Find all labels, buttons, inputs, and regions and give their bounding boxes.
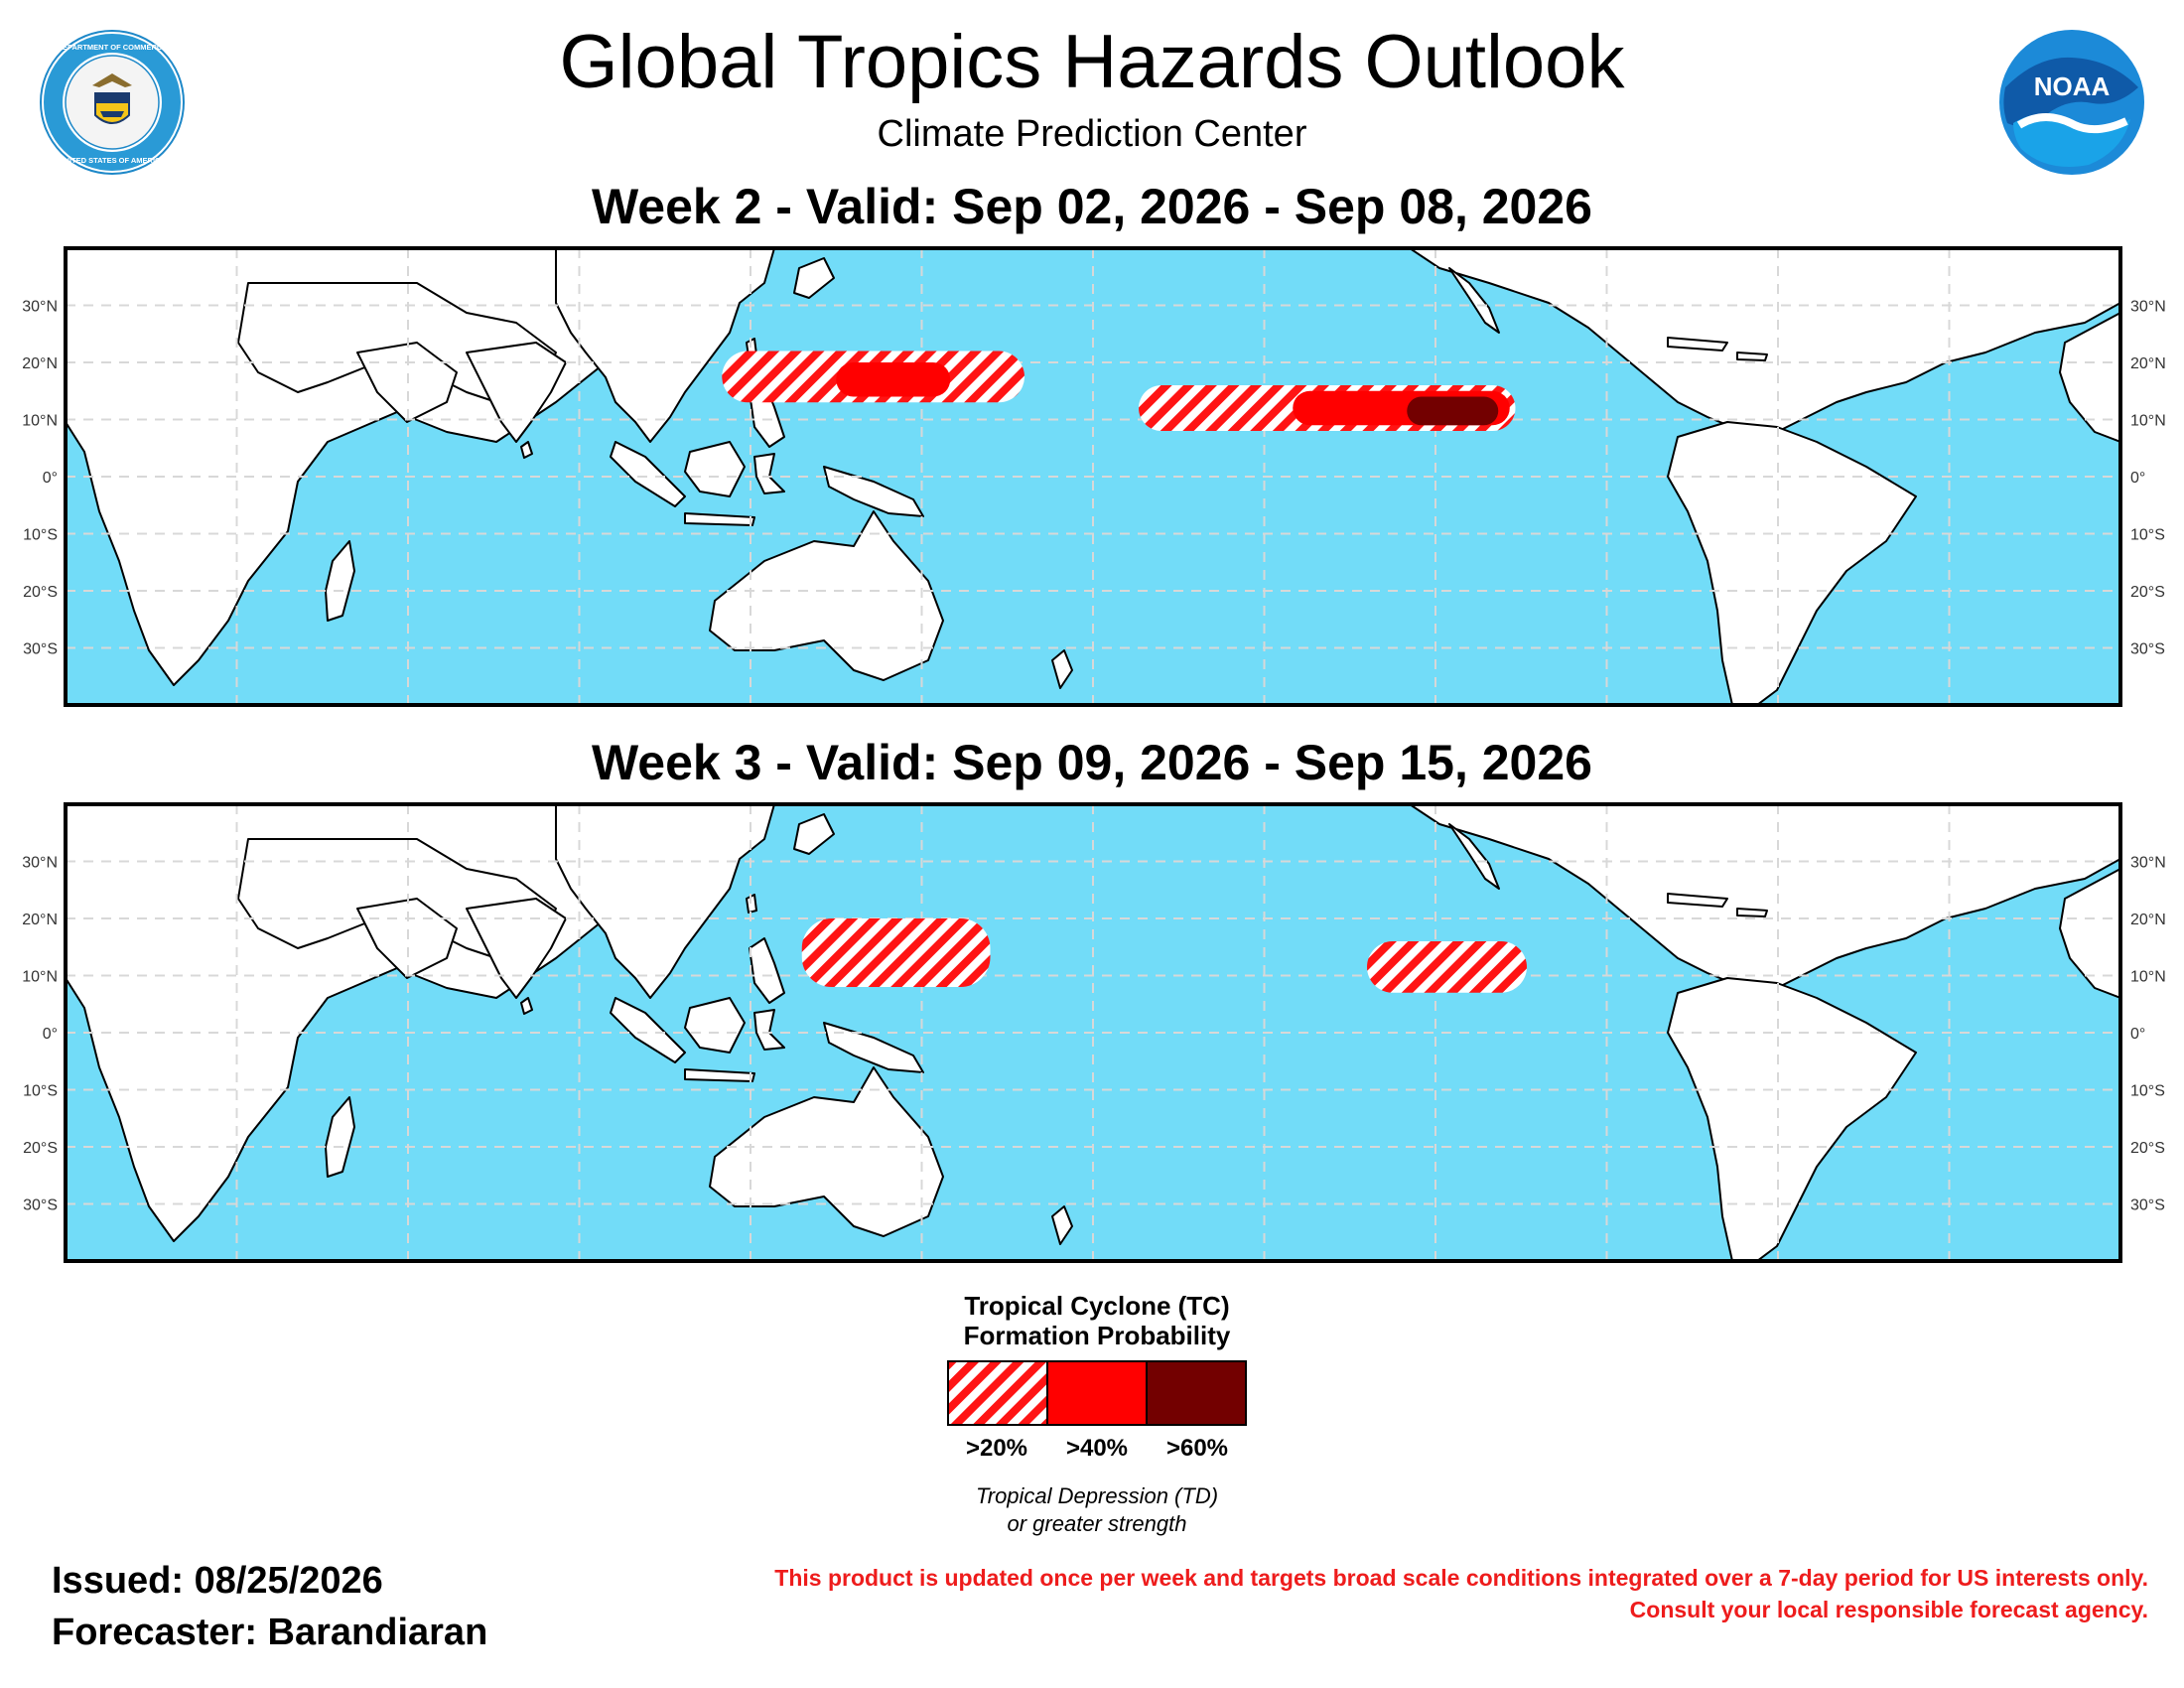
- lat-label-right: 20°N: [2130, 355, 2166, 372]
- lat-label-right: 20°S: [2130, 1140, 2165, 1157]
- lat-label-right: 0°: [2130, 470, 2145, 487]
- legend-title: Tropical Cyclone (TC) Formation Probabil…: [933, 1291, 1261, 1350]
- week3-hazards: [801, 918, 1527, 993]
- week2-lat-labels-right: 30°N 20°N 10°N 0° 10°S 20°S 30°S: [2130, 299, 2166, 658]
- forecaster-name: Forecaster: Barandiaran: [52, 1612, 488, 1653]
- hazard-area-60: [1407, 396, 1499, 426]
- lat-label-left: 10°S: [23, 527, 58, 544]
- lat-label-left: 0°: [43, 1026, 58, 1043]
- lat-label-right: 10°S: [2130, 1083, 2165, 1100]
- page-subtitle: Climate Prediction Center: [877, 113, 1307, 155]
- page-title: Global Tropics Hazards Outlook: [559, 20, 1625, 104]
- legend-title-line2: Formation Probability: [963, 1321, 1231, 1350]
- legend-swatch-40: [1046, 1360, 1148, 1426]
- legend-swatches: [947, 1360, 1247, 1426]
- week2-frame: [64, 246, 2122, 707]
- legend-label-60: >60%: [1165, 1435, 1229, 1462]
- lat-label-right: 30°S: [2130, 641, 2165, 658]
- lat-label-left: 30°S: [23, 1197, 58, 1214]
- lat-label-left: 10°N: [22, 413, 58, 430]
- lat-label-left: 20°N: [22, 355, 58, 372]
- lat-label-right: 30°S: [2130, 1197, 2165, 1214]
- disclaimer-line2: Consult your local responsible forecast …: [1629, 1597, 2148, 1622]
- department-of-commerce-seal-icon: DEPARTMENT OF COMMERCE UNITED STATES OF …: [40, 30, 185, 175]
- legend-swatch-20: [947, 1360, 1048, 1426]
- hazard-area-40: [836, 362, 951, 397]
- legend-label-40: >40%: [1065, 1435, 1129, 1462]
- lat-label-left: 30°S: [23, 641, 58, 658]
- lat-label-right: 10°S: [2130, 527, 2165, 544]
- legend-labels: >20% >40% >60%: [947, 1435, 1247, 1469]
- lat-label-left: 0°: [43, 470, 58, 487]
- legend-label-20: >20%: [965, 1435, 1028, 1462]
- lat-label-right: 0°: [2130, 1026, 2145, 1043]
- lat-label-left: 10°N: [22, 969, 58, 986]
- week2-title: Week 2 - Valid: Sep 02, 2026 - Sep 08, 2…: [592, 179, 1592, 234]
- lat-label-left: 20°S: [23, 584, 58, 601]
- hazard-area-20: [1367, 941, 1527, 993]
- week3-lat-labels-right: 30°N 20°N 10°N 0° 10°S 20°S 30°S: [2130, 855, 2166, 1214]
- lat-label-right: 20°S: [2130, 584, 2165, 601]
- noaa-logo-text: NOAA: [2034, 71, 2111, 101]
- lat-label-right: 10°N: [2130, 969, 2166, 986]
- issued-date: Issued: 08/25/2026: [52, 1560, 383, 1602]
- hazard-area-20: [801, 918, 991, 987]
- lat-label-right: 30°N: [2130, 299, 2166, 316]
- week3-frame: [64, 802, 2122, 1263]
- week2-map: 30°N 20°N 10°N 0° 10°S 20°S 30°S 30°N 20°N 10°N 0…: [22, 246, 2166, 707]
- seal-text-top: DEPARTMENT OF COMMERCE: [58, 43, 168, 52]
- legend-note-line2: or greater strength: [1007, 1511, 1187, 1536]
- legend-swatch-60: [1146, 1360, 1247, 1426]
- lat-label-left: 20°S: [23, 1140, 58, 1157]
- week2-hazards: [722, 351, 1516, 431]
- legend: Tropical Cyclone (TC) Formation Probabil…: [933, 1291, 1261, 1538]
- disclaimer-line1: This product is updated once per week an…: [774, 1565, 2148, 1591]
- lat-label-right: 20°N: [2130, 912, 2166, 928]
- week3-lat-labels-left: 30°N 20°N 10°N 0° 10°S 20°S 30°S: [22, 855, 58, 1214]
- lat-label-right: 10°N: [2130, 413, 2166, 430]
- week3-map: 30°N 20°N 10°N 0° 10°S 20°S 30°S 30°N 20°N 10°N 0…: [22, 802, 2166, 1263]
- week3-gridlines: [66, 804, 2120, 1261]
- week2-gridlines: [66, 248, 2120, 705]
- legend-title-line1: Tropical Cyclone (TC): [964, 1291, 1230, 1321]
- legend-note: Tropical Depression (TD) or greater stre…: [933, 1482, 1261, 1538]
- week2-lat-labels-left: 30°N 20°N 10°N 0° 10°S 20°S 30°S: [22, 299, 58, 658]
- noaa-logo-icon: NOAA: [1999, 30, 2144, 175]
- lat-label-left: 30°N: [22, 299, 58, 316]
- lat-label-left: 20°N: [22, 912, 58, 928]
- lat-label-right: 30°N: [2130, 855, 2166, 872]
- legend-note-line1: Tropical Depression (TD): [975, 1483, 1219, 1508]
- disclaimer: This product is updated once per week an…: [560, 1562, 2148, 1625]
- week3-title: Week 3 - Valid: Sep 09, 2026 - Sep 15, 2…: [592, 735, 1592, 790]
- lat-label-left: 30°N: [22, 855, 58, 872]
- lat-label-left: 10°S: [23, 1083, 58, 1100]
- seal-text-bottom: UNITED STATES OF AMERICA: [59, 156, 166, 165]
